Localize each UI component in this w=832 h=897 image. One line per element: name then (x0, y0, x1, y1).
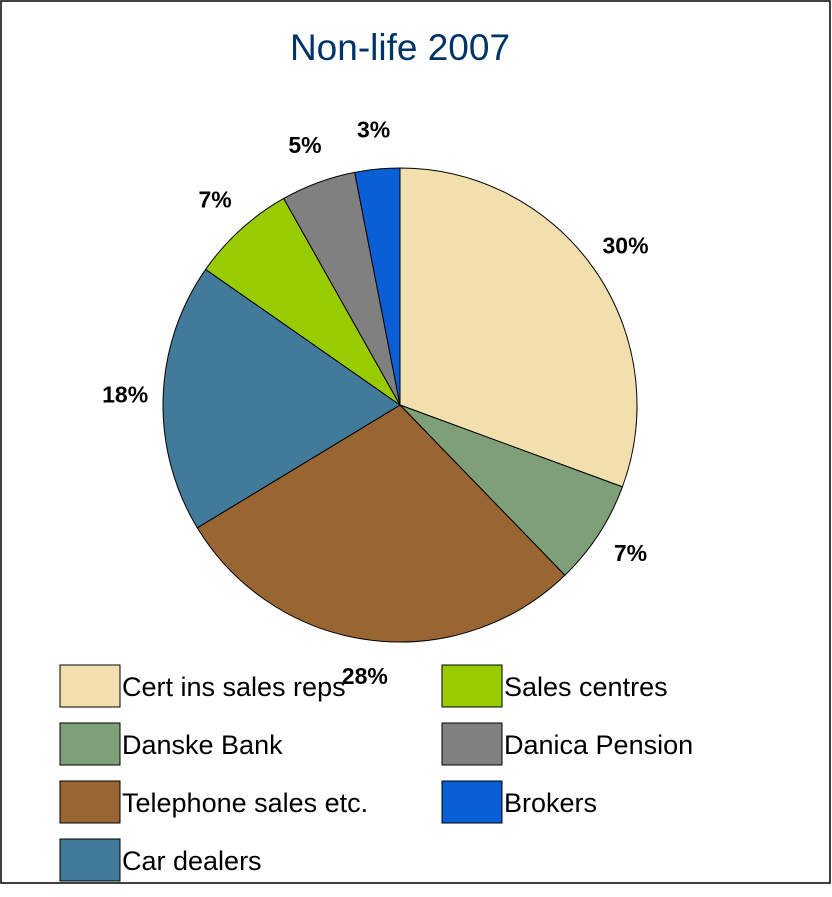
data-label: 7% (198, 187, 231, 213)
legend-swatch (441, 722, 503, 766)
data-label: 7% (614, 540, 647, 566)
legend-swatch (441, 780, 503, 824)
legend-label: Cert ins sales reps (122, 672, 346, 702)
data-label: 18% (102, 381, 148, 407)
pie-slice (196, 404, 566, 643)
legend-label: Brokers (504, 788, 597, 818)
pie-slice (399, 167, 638, 488)
pie-slice (399, 404, 624, 576)
legend-label: Danske Bank (122, 730, 283, 760)
legend-label: Telephone sales etc. (122, 788, 368, 818)
legend-swatch (59, 722, 121, 766)
pie-slice (204, 197, 401, 406)
legend-swatch (441, 664, 503, 708)
pie-slice (354, 167, 401, 406)
legend-label: Car dealers (122, 846, 262, 876)
data-label: 5% (288, 132, 321, 158)
data-label: 28% (342, 663, 388, 689)
data-label: 30% (603, 233, 649, 259)
legend-label: Sales centres (504, 672, 668, 702)
legend-label: Danica Pension (504, 730, 693, 760)
chart-title: Non-life 2007 (290, 27, 510, 68)
data-label: 3% (357, 116, 390, 142)
legend-swatch (59, 838, 121, 882)
pie-slice (162, 268, 401, 529)
legend-swatch (59, 780, 121, 824)
legend-swatch (59, 664, 121, 708)
